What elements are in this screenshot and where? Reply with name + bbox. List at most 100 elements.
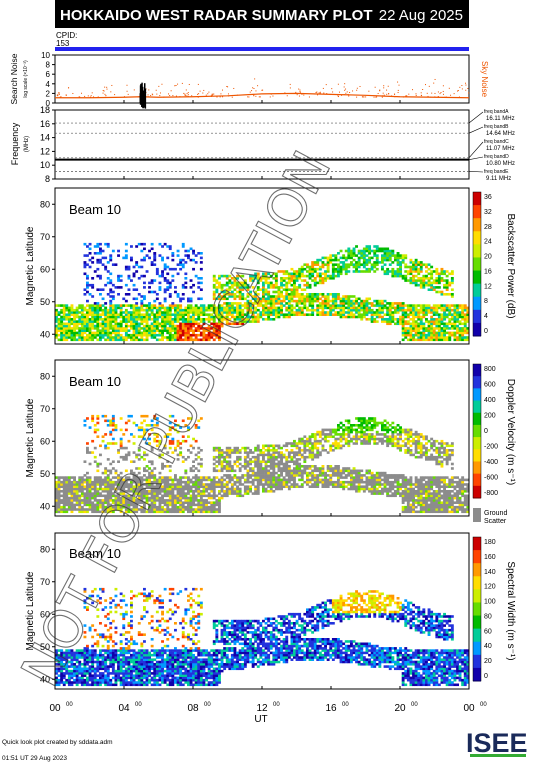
scatter-cell — [91, 256, 95, 260]
scatter-cell — [417, 263, 421, 266]
scatter-cell — [168, 313, 172, 316]
scatter-cell — [262, 455, 265, 459]
scatter-cell — [153, 485, 157, 488]
scatter-cell — [187, 478, 190, 482]
scatter-cell — [181, 455, 185, 459]
scatter-cell — [78, 315, 82, 319]
scatter-cell — [243, 467, 247, 470]
scatter-cell — [430, 336, 434, 339]
scatter-cell — [73, 480, 76, 484]
scatter-cell — [135, 270, 139, 273]
search-noise-point — [427, 95, 429, 97]
scatter-cell — [355, 265, 358, 269]
scatter-cell — [251, 483, 255, 486]
scatter-cell — [218, 295, 221, 298]
scatter-cell — [445, 279, 449, 282]
scatter-cell — [86, 308, 89, 312]
scatter-cell — [153, 331, 157, 335]
scatter-cell — [143, 453, 146, 457]
scatter-cell — [225, 480, 229, 484]
scatter-cell — [339, 297, 343, 301]
scatter-cell — [106, 327, 110, 330]
scatter-cell — [321, 263, 325, 266]
scatter-cell — [414, 329, 418, 332]
scatter-cell — [101, 510, 105, 514]
scatter-cell — [233, 320, 237, 323]
scatter-cell — [199, 327, 203, 330]
scatter-cell — [137, 487, 141, 491]
scatter-cell — [168, 336, 172, 339]
scatter-cell — [161, 318, 164, 321]
scatter-cell — [427, 281, 431, 285]
scatter-cell — [67, 501, 71, 504]
scatter-cell — [290, 299, 294, 303]
scatter-cell — [243, 455, 247, 459]
scatter-cell — [130, 503, 133, 507]
scatter-cell — [55, 503, 58, 507]
scatter-cell — [233, 279, 237, 282]
scatter-cell — [277, 446, 281, 450]
scatter-cell — [192, 480, 195, 484]
scatter-cell — [218, 449, 221, 452]
scatter-cell — [150, 480, 154, 484]
scatter-cell — [450, 272, 454, 276]
scatter-cell — [55, 499, 58, 502]
scatter-cell — [331, 483, 335, 486]
scatter-cell — [313, 270, 317, 273]
scatter-cell — [132, 480, 136, 484]
scatter-cell — [194, 453, 198, 457]
scatter-cell — [189, 329, 193, 332]
scatter-cell — [130, 490, 133, 493]
search-noise-point — [318, 92, 320, 94]
scatter-cell — [228, 304, 232, 307]
scatter-cell — [57, 311, 61, 314]
scatter-cell — [168, 283, 172, 287]
scatter-cell — [174, 446, 177, 450]
scatter-cell — [127, 501, 131, 504]
scatter-cell — [65, 322, 69, 326]
scatter-cell — [114, 318, 118, 321]
scatter-cell — [262, 460, 265, 463]
scatter-cell — [218, 338, 221, 342]
scatter-cell — [409, 327, 413, 330]
scatter-cell — [150, 505, 154, 509]
scatter-cell — [450, 304, 454, 307]
scatter-cell — [236, 322, 239, 326]
scatter-cell — [192, 508, 195, 511]
scatter-cell — [150, 306, 154, 310]
scatter-cell — [145, 494, 149, 498]
scatter-cell — [246, 295, 250, 298]
scatter-cell — [86, 304, 89, 307]
scatter-cell — [243, 297, 247, 301]
scatter-cell — [78, 331, 82, 335]
scatter-cell — [207, 304, 211, 307]
scatter-cell — [91, 419, 95, 423]
scatter-cell — [417, 267, 421, 271]
scatter-cell — [155, 444, 159, 448]
scatter-cell — [414, 331, 418, 335]
scatter-cell — [78, 318, 82, 321]
scatter-cell — [135, 492, 139, 495]
scatter-cell — [282, 313, 286, 316]
scatter-cell — [57, 505, 61, 509]
scatter-cell — [251, 471, 255, 475]
scatter-cell — [295, 471, 299, 475]
scatter-cell — [155, 272, 159, 276]
scatter-cell — [106, 331, 110, 335]
scatter-cell — [158, 453, 162, 457]
scatter-cell — [124, 249, 128, 253]
search-noise-point — [126, 90, 128, 92]
scatter-cell — [381, 306, 384, 310]
scatter-cell — [171, 318, 175, 321]
scatter-cell — [318, 433, 322, 436]
scatter-cell — [388, 254, 392, 257]
scatter-cell — [388, 322, 392, 326]
scatter-cell — [414, 267, 418, 271]
scatter-cell — [399, 304, 402, 307]
scatter-cell — [394, 306, 397, 310]
scatter-cell — [184, 492, 188, 495]
scatter-cell — [318, 277, 322, 280]
scatter-cell — [220, 480, 224, 484]
scatter-cell — [179, 494, 183, 498]
scatter-cell — [171, 478, 175, 482]
